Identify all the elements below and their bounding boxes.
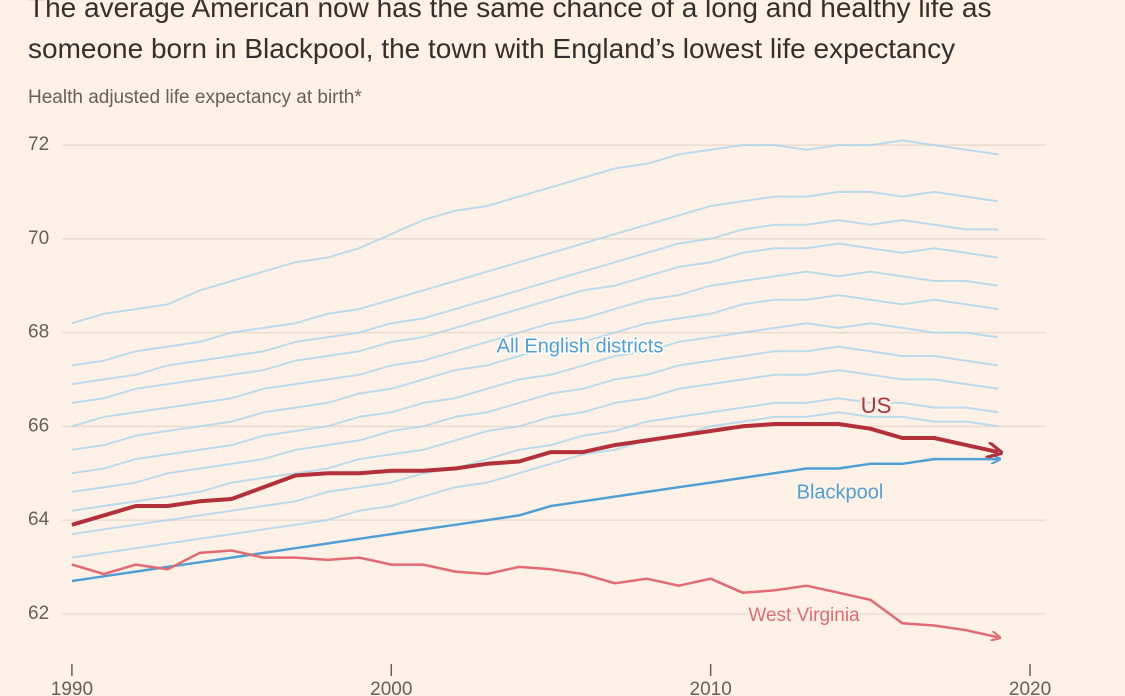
district-line xyxy=(71,294,999,451)
x-tick-label: 2020 xyxy=(1009,679,1051,696)
series-line xyxy=(71,422,998,527)
y-tick-label: 64 xyxy=(28,509,50,530)
district-line xyxy=(71,139,999,325)
x-tick-label: 1990 xyxy=(51,679,93,696)
district-line xyxy=(71,190,999,367)
y-tick-label: 70 xyxy=(28,228,49,249)
district-line xyxy=(71,219,999,386)
series-line xyxy=(71,459,998,583)
x-tick-label: 2010 xyxy=(690,679,732,696)
x-tick-label: 2000 xyxy=(370,679,412,696)
district-line xyxy=(71,369,999,512)
chart-subtitle: Health adjusted life expectancy at birth… xyxy=(28,87,362,108)
series-label: West Virginia xyxy=(748,605,860,626)
district-line xyxy=(71,411,999,559)
chart-title-text: The average American now has the same ch… xyxy=(28,0,991,64)
series-label: US xyxy=(861,393,892,418)
y-tick-label: 62 xyxy=(28,603,49,624)
y-tick-label: 72 xyxy=(28,134,49,155)
district-line xyxy=(71,345,999,493)
district-line xyxy=(71,242,999,404)
series-line xyxy=(71,549,998,638)
district-line xyxy=(71,397,999,536)
chart-title: The average American now has the same ch… xyxy=(28,0,991,64)
district-line xyxy=(71,322,999,475)
series-label: Blackpool xyxy=(797,481,884,503)
y-tick-label: 68 xyxy=(28,322,49,343)
district-line xyxy=(71,270,999,428)
annotation: All English districts xyxy=(497,335,664,357)
y-tick-label: 66 xyxy=(28,415,49,436)
